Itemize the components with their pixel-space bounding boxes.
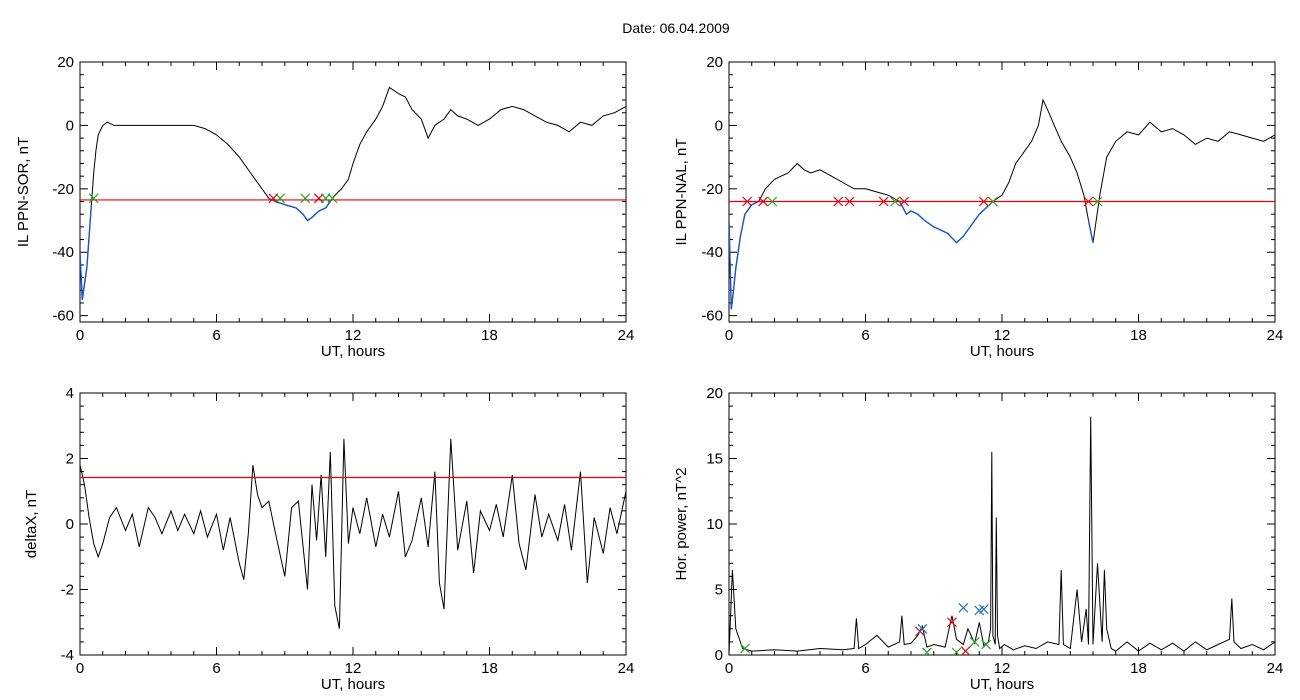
x-marker-green bbox=[987, 196, 998, 207]
y-tick-label: -40 bbox=[52, 244, 74, 261]
series-line bbox=[80, 438, 626, 629]
x-marker-red bbox=[978, 196, 989, 207]
plot-frame bbox=[728, 61, 1276, 323]
x-tick-label: 24 bbox=[618, 660, 635, 677]
x-marker-green bbox=[969, 636, 980, 647]
below-threshold-segment bbox=[268, 197, 331, 222]
y-axis-label: IL PPN-NAL, nT bbox=[673, 139, 690, 246]
plot-frame bbox=[79, 392, 627, 656]
x-marker-green bbox=[327, 193, 338, 204]
x-axis-label: UT, hours bbox=[321, 343, 385, 360]
series-line bbox=[729, 98, 1275, 310]
plot-area bbox=[80, 438, 626, 629]
plot-area bbox=[80, 86, 626, 300]
x-axis-label: UT, hours bbox=[970, 343, 1034, 360]
plot-area bbox=[729, 98, 1275, 310]
y-axis-label: deltaX, nT bbox=[23, 490, 40, 558]
figure-title: Date: 06.04.2009 bbox=[622, 20, 730, 36]
y-tick-label: 2 bbox=[66, 451, 74, 468]
plot-area bbox=[729, 416, 1275, 655]
x-tick-label: 6 bbox=[861, 327, 869, 344]
x-tick-label: 12 bbox=[345, 327, 362, 344]
y-tick-label: -60 bbox=[52, 308, 74, 325]
y-tick-label: -20 bbox=[52, 181, 74, 198]
x-tick-label: 12 bbox=[994, 660, 1011, 677]
x-tick-label: 0 bbox=[76, 660, 84, 677]
x-tick-label: 0 bbox=[725, 660, 733, 677]
panel-nal: 0 6 12 18 24 -60 -40 -20 0 20 UT, hours IL PPN-NAL,… bbox=[673, 54, 1283, 360]
y-axis-label: Hor. power, nT^2 bbox=[673, 468, 690, 581]
x-tick-label: 6 bbox=[212, 660, 220, 677]
y-axis-label: IL PPN-SOR, nT bbox=[15, 137, 32, 247]
y-tick-label: 20 bbox=[57, 54, 74, 71]
x-marker-red bbox=[758, 196, 769, 207]
x-tick-label: 6 bbox=[212, 327, 220, 344]
x-marker-red bbox=[947, 617, 957, 628]
y-tick-label: 15 bbox=[706, 451, 723, 468]
x-marker-blue bbox=[958, 602, 969, 613]
y-tick-label: -4 bbox=[61, 647, 74, 664]
y-tick-label: 0 bbox=[715, 117, 723, 134]
x-marker-red bbox=[833, 196, 844, 207]
x-marker-green bbox=[922, 647, 932, 655]
x-marker-green bbox=[300, 193, 311, 204]
x-axis-label: UT, hours bbox=[321, 676, 385, 693]
x-marker-blue bbox=[978, 604, 989, 615]
panel-sor: 0 6 12 18 24 -60 -40 -20 0 20 UT, hours IL PPN-SOR,… bbox=[15, 54, 634, 360]
plot-frame bbox=[79, 61, 627, 323]
y-tick-label: 0 bbox=[66, 516, 74, 533]
x-marker-red bbox=[844, 196, 855, 207]
y-tick-label: 20 bbox=[706, 54, 723, 71]
x-tick-label: 0 bbox=[725, 327, 733, 344]
y-tick-label: -20 bbox=[701, 181, 723, 198]
series-line bbox=[80, 86, 626, 300]
y-tick-label: 5 bbox=[715, 582, 723, 599]
y-tick-label: 0 bbox=[66, 117, 74, 134]
x-tick-label: 0 bbox=[76, 327, 84, 344]
y-tick-label: -60 bbox=[701, 308, 723, 325]
below-threshold-segment bbox=[729, 200, 759, 310]
x-marker-green bbox=[767, 196, 778, 207]
below-threshold-segment bbox=[1087, 220, 1094, 243]
x-marker-green bbox=[88, 193, 99, 204]
x-tick-label: 12 bbox=[994, 327, 1011, 344]
x-marker-green bbox=[1092, 196, 1103, 207]
x-tick-label: 18 bbox=[481, 660, 498, 677]
y-tick-label: 0 bbox=[715, 647, 723, 664]
x-marker-green bbox=[951, 647, 962, 655]
y-tick-label: -40 bbox=[701, 244, 723, 261]
x-marker-green bbox=[981, 639, 991, 650]
x-axis-label: UT, hours bbox=[970, 676, 1034, 693]
below-threshold-segment bbox=[898, 200, 994, 244]
x-marker-blue bbox=[917, 623, 928, 634]
y-tick-label: -2 bbox=[61, 582, 74, 599]
x-tick-label: 18 bbox=[1130, 660, 1147, 677]
y-tick-label: 4 bbox=[66, 385, 74, 402]
y-tick-label: 20 bbox=[706, 385, 723, 402]
x-tick-label: 12 bbox=[345, 660, 362, 677]
x-tick-label: 18 bbox=[1130, 327, 1147, 344]
x-marker-red bbox=[742, 196, 753, 207]
plot-frame bbox=[728, 392, 1276, 656]
y-tick-label: 10 bbox=[706, 516, 723, 533]
series-line bbox=[729, 416, 1275, 655]
x-marker-red bbox=[1083, 196, 1094, 207]
x-marker-red bbox=[878, 196, 889, 207]
x-marker-red bbox=[899, 196, 910, 207]
below-threshold-segment bbox=[80, 204, 93, 300]
x-tick-label: 24 bbox=[1267, 660, 1284, 677]
x-marker-green bbox=[890, 196, 900, 207]
x-tick-label: 6 bbox=[861, 660, 869, 677]
panel-power: 0 6 12 18 24 0 5 10 15 20 UT, hours Hor. power, nT^… bbox=[673, 385, 1283, 693]
x-tick-label: 24 bbox=[618, 327, 635, 344]
x-marker-green bbox=[275, 193, 286, 204]
x-tick-label: 18 bbox=[481, 327, 498, 344]
x-marker-red bbox=[960, 646, 971, 655]
x-tick-label: 24 bbox=[1267, 327, 1284, 344]
x-marker-green bbox=[740, 643, 750, 654]
